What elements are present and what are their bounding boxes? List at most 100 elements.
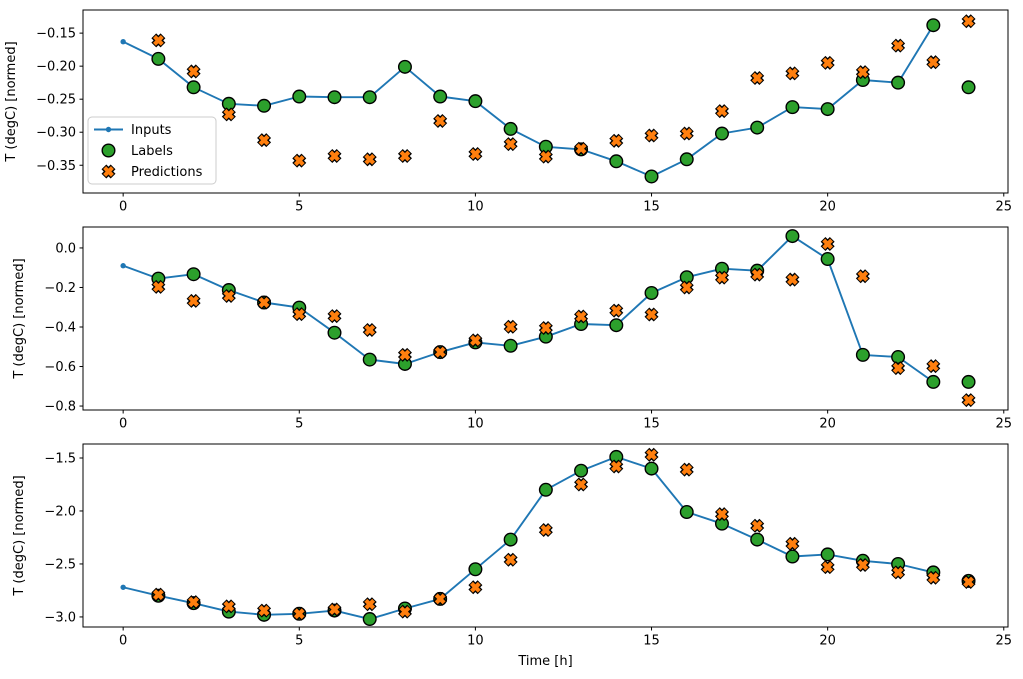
x-tick-label: 5	[295, 417, 303, 432]
predictions-marker	[221, 107, 236, 122]
labels-marker	[609, 449, 624, 464]
labels-marker	[327, 90, 342, 105]
predictions-marker	[397, 347, 412, 362]
labels-marker	[855, 347, 870, 362]
labels-marker	[644, 461, 659, 476]
predictions-marker	[292, 307, 307, 322]
x-tick-label: 15	[643, 417, 660, 432]
predictions-marker	[820, 236, 835, 252]
predictions-marker	[961, 574, 976, 589]
labels-marker	[644, 169, 659, 184]
predictions-marker	[855, 65, 870, 80]
predictions-marker	[714, 507, 729, 522]
x-tick-label: 10	[467, 417, 484, 432]
legend-label: Labels	[131, 144, 173, 159]
x-tick-label: 25	[995, 634, 1012, 649]
predictions-marker	[961, 393, 976, 408]
labels-marker	[961, 80, 976, 95]
labels-marker	[503, 121, 518, 136]
predictions-marker	[609, 303, 624, 318]
subplot-2: 0 5 10 15 20 25 0.0 −0.2 −0.4 −0.6 −0.8 T (degC) [n…	[12, 226, 1012, 432]
predictions-marker	[750, 518, 765, 533]
inputs-point	[120, 39, 126, 45]
predictions-series	[151, 447, 976, 621]
y-axis-label: T (degC) [normed]	[12, 475, 27, 596]
predictions-marker	[397, 604, 412, 619]
predictions-marker	[574, 477, 589, 492]
labels-marker	[468, 562, 483, 577]
labels-marker	[961, 374, 976, 389]
x-tick-label: 5	[295, 634, 303, 649]
labels-marker	[926, 18, 941, 33]
predictions-marker	[891, 38, 906, 53]
predictions-marker	[257, 295, 272, 310]
predictions-marker	[785, 272, 800, 287]
predictions-marker	[503, 137, 518, 152]
predictions-marker	[257, 603, 272, 618]
labels-marker	[891, 350, 906, 365]
y-tick-label: −0.30	[36, 126, 76, 141]
predictions-marker	[820, 55, 835, 70]
plot-area	[82, 443, 1009, 628]
predictions-marker	[538, 320, 553, 335]
predictions-marker	[362, 322, 377, 337]
y-tick-label: −0.2	[44, 281, 76, 296]
predictions-marker	[362, 597, 377, 612]
labels-marker	[785, 229, 800, 244]
predictions-marker	[433, 591, 448, 606]
labels-marker	[221, 96, 236, 111]
labels-marker	[503, 532, 518, 547]
labels-marker	[679, 152, 694, 167]
legend-circle-sample	[101, 143, 116, 158]
predictions-marker	[714, 104, 729, 119]
labels-marker	[186, 80, 201, 95]
x-tick-label: 0	[119, 634, 127, 649]
labels-marker	[186, 267, 201, 282]
labels-marker	[327, 325, 342, 340]
plot-area	[82, 226, 1009, 411]
y-tick-label: −0.6	[44, 360, 76, 375]
x-tick-label: 15	[643, 634, 660, 649]
labels-marker	[926, 374, 941, 389]
legend-box	[87, 116, 217, 185]
x-tick-label: 20	[819, 634, 836, 649]
y-tick-label: −2.0	[44, 504, 76, 519]
labels-marker	[714, 126, 729, 141]
labels-marker	[433, 89, 448, 104]
predictions-marker	[609, 459, 624, 474]
labels-marker	[151, 51, 166, 66]
labels-marker	[820, 252, 835, 267]
predictions-marker	[327, 148, 342, 164]
predictions-marker	[679, 126, 694, 141]
predictions-marker	[538, 523, 553, 538]
labels-marker	[503, 338, 518, 353]
predictions-marker	[961, 14, 976, 29]
labels-marker	[820, 102, 835, 117]
predictions-marker	[151, 33, 166, 48]
predictions-marker	[327, 602, 342, 617]
x-tick-label: 10	[467, 200, 484, 215]
labels-marker	[750, 532, 765, 547]
predictions-marker	[891, 565, 906, 580]
labels-marker	[609, 318, 624, 333]
labels-marker	[538, 139, 553, 154]
predictions-series	[151, 14, 976, 168]
x-tick-label: 25	[995, 417, 1012, 432]
labels-marker	[785, 100, 800, 115]
labels-marker	[714, 516, 729, 531]
predictions-marker	[468, 333, 483, 348]
labels-marker	[468, 94, 483, 109]
labels-marker	[362, 612, 377, 627]
predictions-marker	[750, 267, 765, 282]
labels-marker	[785, 549, 800, 564]
x-tick-label: 25	[995, 200, 1012, 215]
predictions-marker	[926, 359, 941, 374]
predictions-marker	[327, 309, 342, 324]
plot-area	[82, 9, 1009, 194]
y-tick-label: −2.5	[44, 557, 76, 572]
y-tick-label: 0.0	[55, 241, 76, 256]
labels-marker	[362, 90, 377, 105]
legend-label: Inputs	[131, 123, 172, 138]
